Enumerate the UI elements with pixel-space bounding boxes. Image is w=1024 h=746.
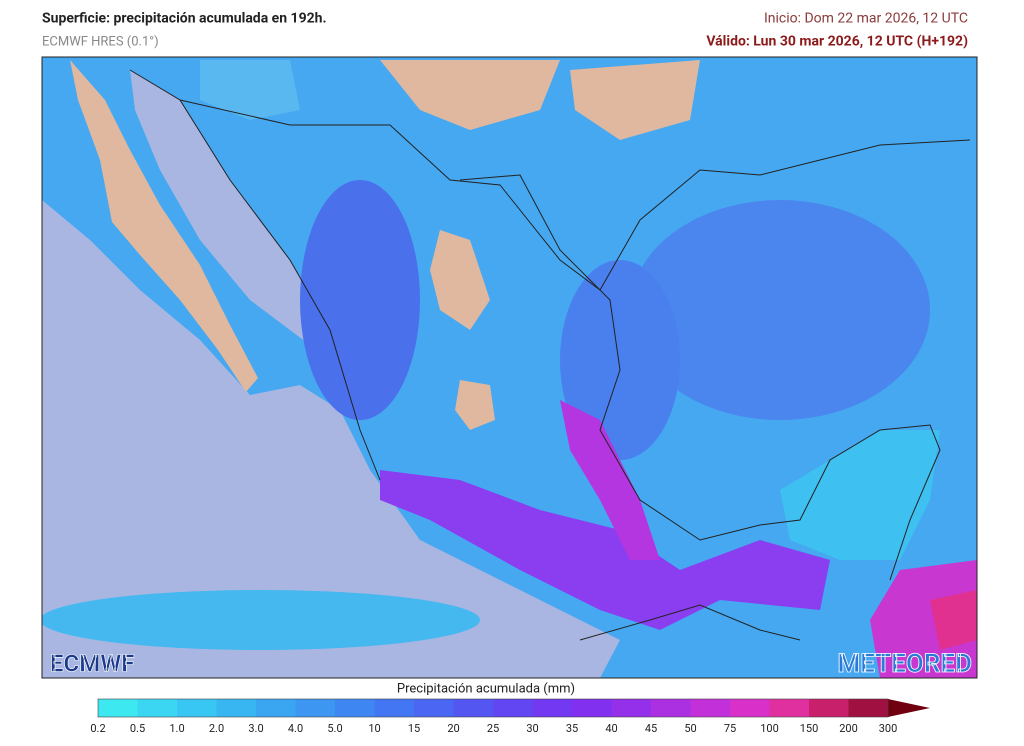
legend-label: 0.2	[90, 722, 105, 735]
model: ECMWF HRES (0.1°)	[42, 34, 159, 49]
legend-swatch	[256, 699, 296, 717]
legend-swatch	[848, 699, 889, 717]
legend-label: 25	[487, 722, 499, 735]
legend-swatch	[177, 699, 217, 717]
legend-swatch	[414, 699, 454, 717]
legend-label: 100	[760, 722, 779, 735]
legend-swatch	[453, 699, 494, 717]
legend-label: 0.5	[130, 722, 145, 735]
legend-label: 20	[447, 722, 459, 735]
legend-swatch	[216, 699, 257, 717]
legend-label: 30	[526, 722, 538, 735]
legend-swatch	[690, 699, 731, 717]
legend-label: 15	[408, 722, 420, 735]
legend-label: 4.0	[288, 722, 303, 735]
legend-label: 1.0	[169, 722, 184, 735]
init-time: Inicio: Dom 22 mar 2026, 12 UTC	[764, 11, 968, 27]
legend-swatch	[335, 699, 375, 717]
legend-title: Precipitación acumulada (mm)	[397, 681, 575, 696]
legend-swatch	[809, 699, 849, 717]
legend-swatch	[611, 699, 652, 717]
legend-label: 35	[566, 722, 578, 735]
map: ECMWF METEORED	[41, 56, 978, 679]
legend-swatch	[769, 699, 810, 717]
legend-frame	[97, 698, 889, 718]
legend-swatch	[730, 699, 770, 717]
legend-label: 10	[368, 722, 380, 735]
legend-swatch	[98, 699, 138, 717]
legend-swatch	[493, 699, 533, 717]
legend-swatch	[295, 699, 336, 717]
legend-label: 5.0	[327, 722, 342, 735]
legend-swatch	[374, 699, 415, 717]
legend: Precipitación acumulada (mm) 0.2 0.5 1.0 2.…	[90, 681, 930, 735]
meteored-logo: METEORED	[838, 649, 972, 679]
legend-swatch	[651, 699, 691, 717]
legend-label: 45	[645, 722, 657, 735]
legend-label: 2.0	[209, 722, 224, 735]
ecmwf-logo: ECMWF	[50, 649, 134, 677]
title: Superficie: precipitación acumulada en 1…	[42, 11, 327, 27]
legend-swatch	[137, 699, 178, 717]
legend-label: 200	[839, 722, 858, 735]
legend-swatch	[532, 699, 573, 717]
legend-label: 50	[684, 722, 696, 735]
legend-label: 150	[800, 722, 819, 735]
legend-label: 300	[879, 722, 898, 735]
valid-time: Válido: Lun 30 mar 2026, 12 UTC (H+192)	[706, 34, 968, 50]
legend-label: 75	[724, 722, 736, 735]
legend-swatch	[572, 699, 612, 717]
legend-arrow	[888, 699, 930, 717]
legend-label: 3.0	[248, 722, 263, 735]
legend-label: 40	[605, 722, 617, 735]
